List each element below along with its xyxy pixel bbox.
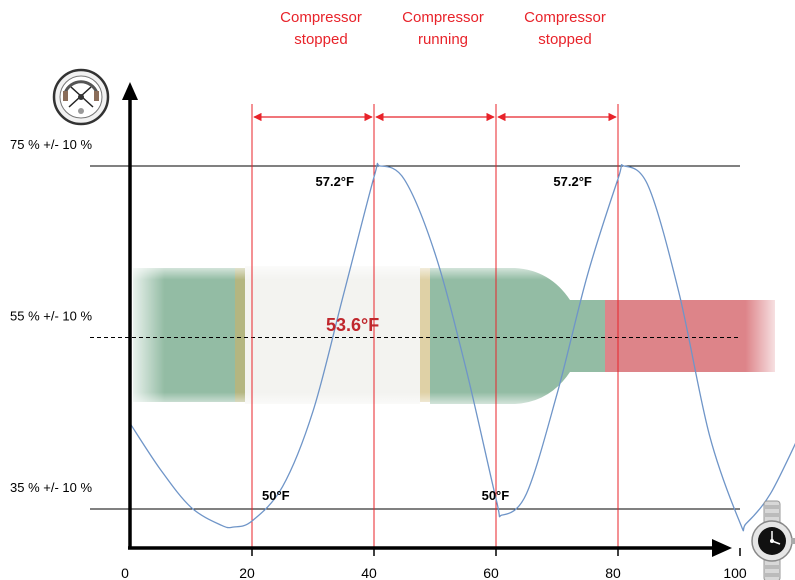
phase-label-line1: Compressor (280, 9, 362, 26)
annotation-label: 50°F (482, 488, 510, 503)
x-tick-label: 20 (239, 565, 255, 580)
band-fade-vertical (125, 262, 785, 410)
annotation-label: 57.2°F (316, 174, 355, 189)
background-band (125, 262, 785, 410)
x-tick-label: 60 (483, 565, 499, 580)
phase-label-line2: running (417, 31, 469, 48)
reference-lines: 75 % +/- 10 % 55 % +/- 10 % 35 % +/- 10 % (10, 137, 740, 510)
x-axis-arrowhead (712, 539, 732, 557)
x-tick-label: 40 (361, 565, 377, 580)
annotations: 57.2°F 57.2°F 50°F 50°F (262, 174, 592, 503)
series-line (129, 162, 795, 532)
reference-line-label: 35 % +/- 10 % (10, 480, 92, 495)
x-tick-label: 100 (723, 565, 747, 580)
hygrometer-icon (52, 68, 110, 126)
annotation-label: 50°F (262, 488, 290, 503)
phase-label-line1: Compressor (524, 9, 606, 26)
phase-label-line2: stopped (294, 31, 348, 48)
phase-label: Compressor stopped (261, 7, 381, 51)
x-tick-label: 80 (605, 565, 621, 580)
reference-line-label: 75 % +/- 10 % (10, 137, 92, 152)
x-ticks: 0 20 40 60 80 100 (121, 548, 747, 580)
phase-label-line1: Compressor (402, 9, 484, 26)
reference-line-label: 55 % +/- 10 % (10, 309, 92, 324)
x-tick-label: 0 (121, 565, 129, 580)
annotation-label: 57.2°F (553, 174, 592, 189)
axes (122, 82, 732, 557)
y-axis-arrowhead (122, 82, 138, 100)
phase-label-line2: stopped (538, 31, 592, 48)
phase-label: Compressor running (383, 7, 503, 51)
center-label: 53.6°F (326, 315, 379, 335)
wristwatch-icon (751, 500, 795, 580)
phase-label: Compressor stopped (505, 7, 625, 51)
